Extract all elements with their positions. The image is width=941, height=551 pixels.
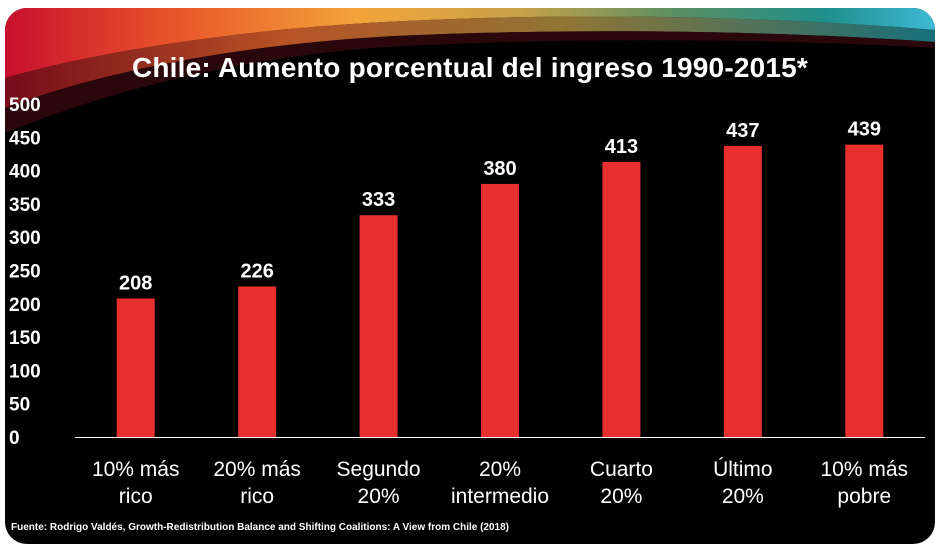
- x-category-label: rico: [119, 485, 153, 508]
- y-tick-label: 450: [9, 128, 41, 149]
- bar-value-label: 226: [240, 260, 273, 282]
- y-axis-ticks: 0 50 100 150 200 250 300 350 400 450 500: [9, 95, 41, 449]
- x-category-label: Cuarto: [590, 458, 653, 481]
- y-tick-label: 250: [9, 262, 41, 283]
- x-category-label: Segundo: [337, 458, 421, 481]
- bar: [116, 298, 155, 437]
- x-category-label: Último: [713, 458, 773, 481]
- x-category-label: 20%: [600, 485, 642, 508]
- y-tick-label: 500: [9, 95, 41, 116]
- bar: [481, 183, 519, 437]
- y-tick-label: 300: [9, 228, 41, 249]
- bar-value-label: 413: [605, 136, 638, 158]
- x-category-label: 20% más: [213, 458, 301, 481]
- slide: Chile: Aumento porcentual del ingreso 19…: [5, 8, 935, 544]
- bar-value-label: 333: [362, 189, 395, 211]
- y-tick-label: 150: [9, 328, 41, 349]
- y-tick-label: 350: [9, 195, 41, 216]
- bar: [723, 145, 762, 437]
- x-category-label: 20%: [479, 458, 521, 481]
- bar-value-label: 439: [848, 119, 881, 141]
- x-category-label: 20%: [722, 485, 764, 508]
- x-category-label: 10% más: [821, 458, 909, 481]
- y-tick-label: 200: [9, 295, 41, 316]
- y-tick-label: 0: [9, 428, 20, 449]
- x-category-label: rico: [240, 485, 274, 508]
- bar: [238, 286, 277, 437]
- bar-value-label: 208: [119, 272, 152, 294]
- x-category-label: 10% más: [92, 458, 180, 481]
- x-category-label: intermedio: [451, 485, 549, 508]
- y-tick-label: 400: [9, 162, 41, 183]
- decorative-swoosh: [5, 8, 935, 134]
- bar-chart: 0 50 100 150 200 250 300 350 400 450 500 208 226 333…: [9, 95, 925, 508]
- bar: [602, 161, 641, 437]
- source-note: Fuente: Rodrigo Valdés, Growth-Redistrib…: [11, 522, 510, 533]
- bar: [359, 215, 398, 437]
- chart-title: Chile: Aumento porcentual del ingreso 19…: [131, 52, 809, 83]
- x-category-label: pobre: [837, 485, 891, 508]
- bar-value-label: 380: [483, 158, 516, 180]
- y-tick-label: 50: [9, 395, 30, 416]
- x-category-label: 20%: [358, 485, 400, 508]
- y-tick-label: 100: [9, 361, 41, 382]
- x-axis-labels: 10% más rico 20% más rico Segundo 20% 20% inter…: [92, 458, 908, 508]
- bar-value-label: 437: [726, 120, 759, 142]
- bar: [845, 144, 884, 437]
- bars: 208 226 333 380 413 437 439: [116, 119, 884, 437]
